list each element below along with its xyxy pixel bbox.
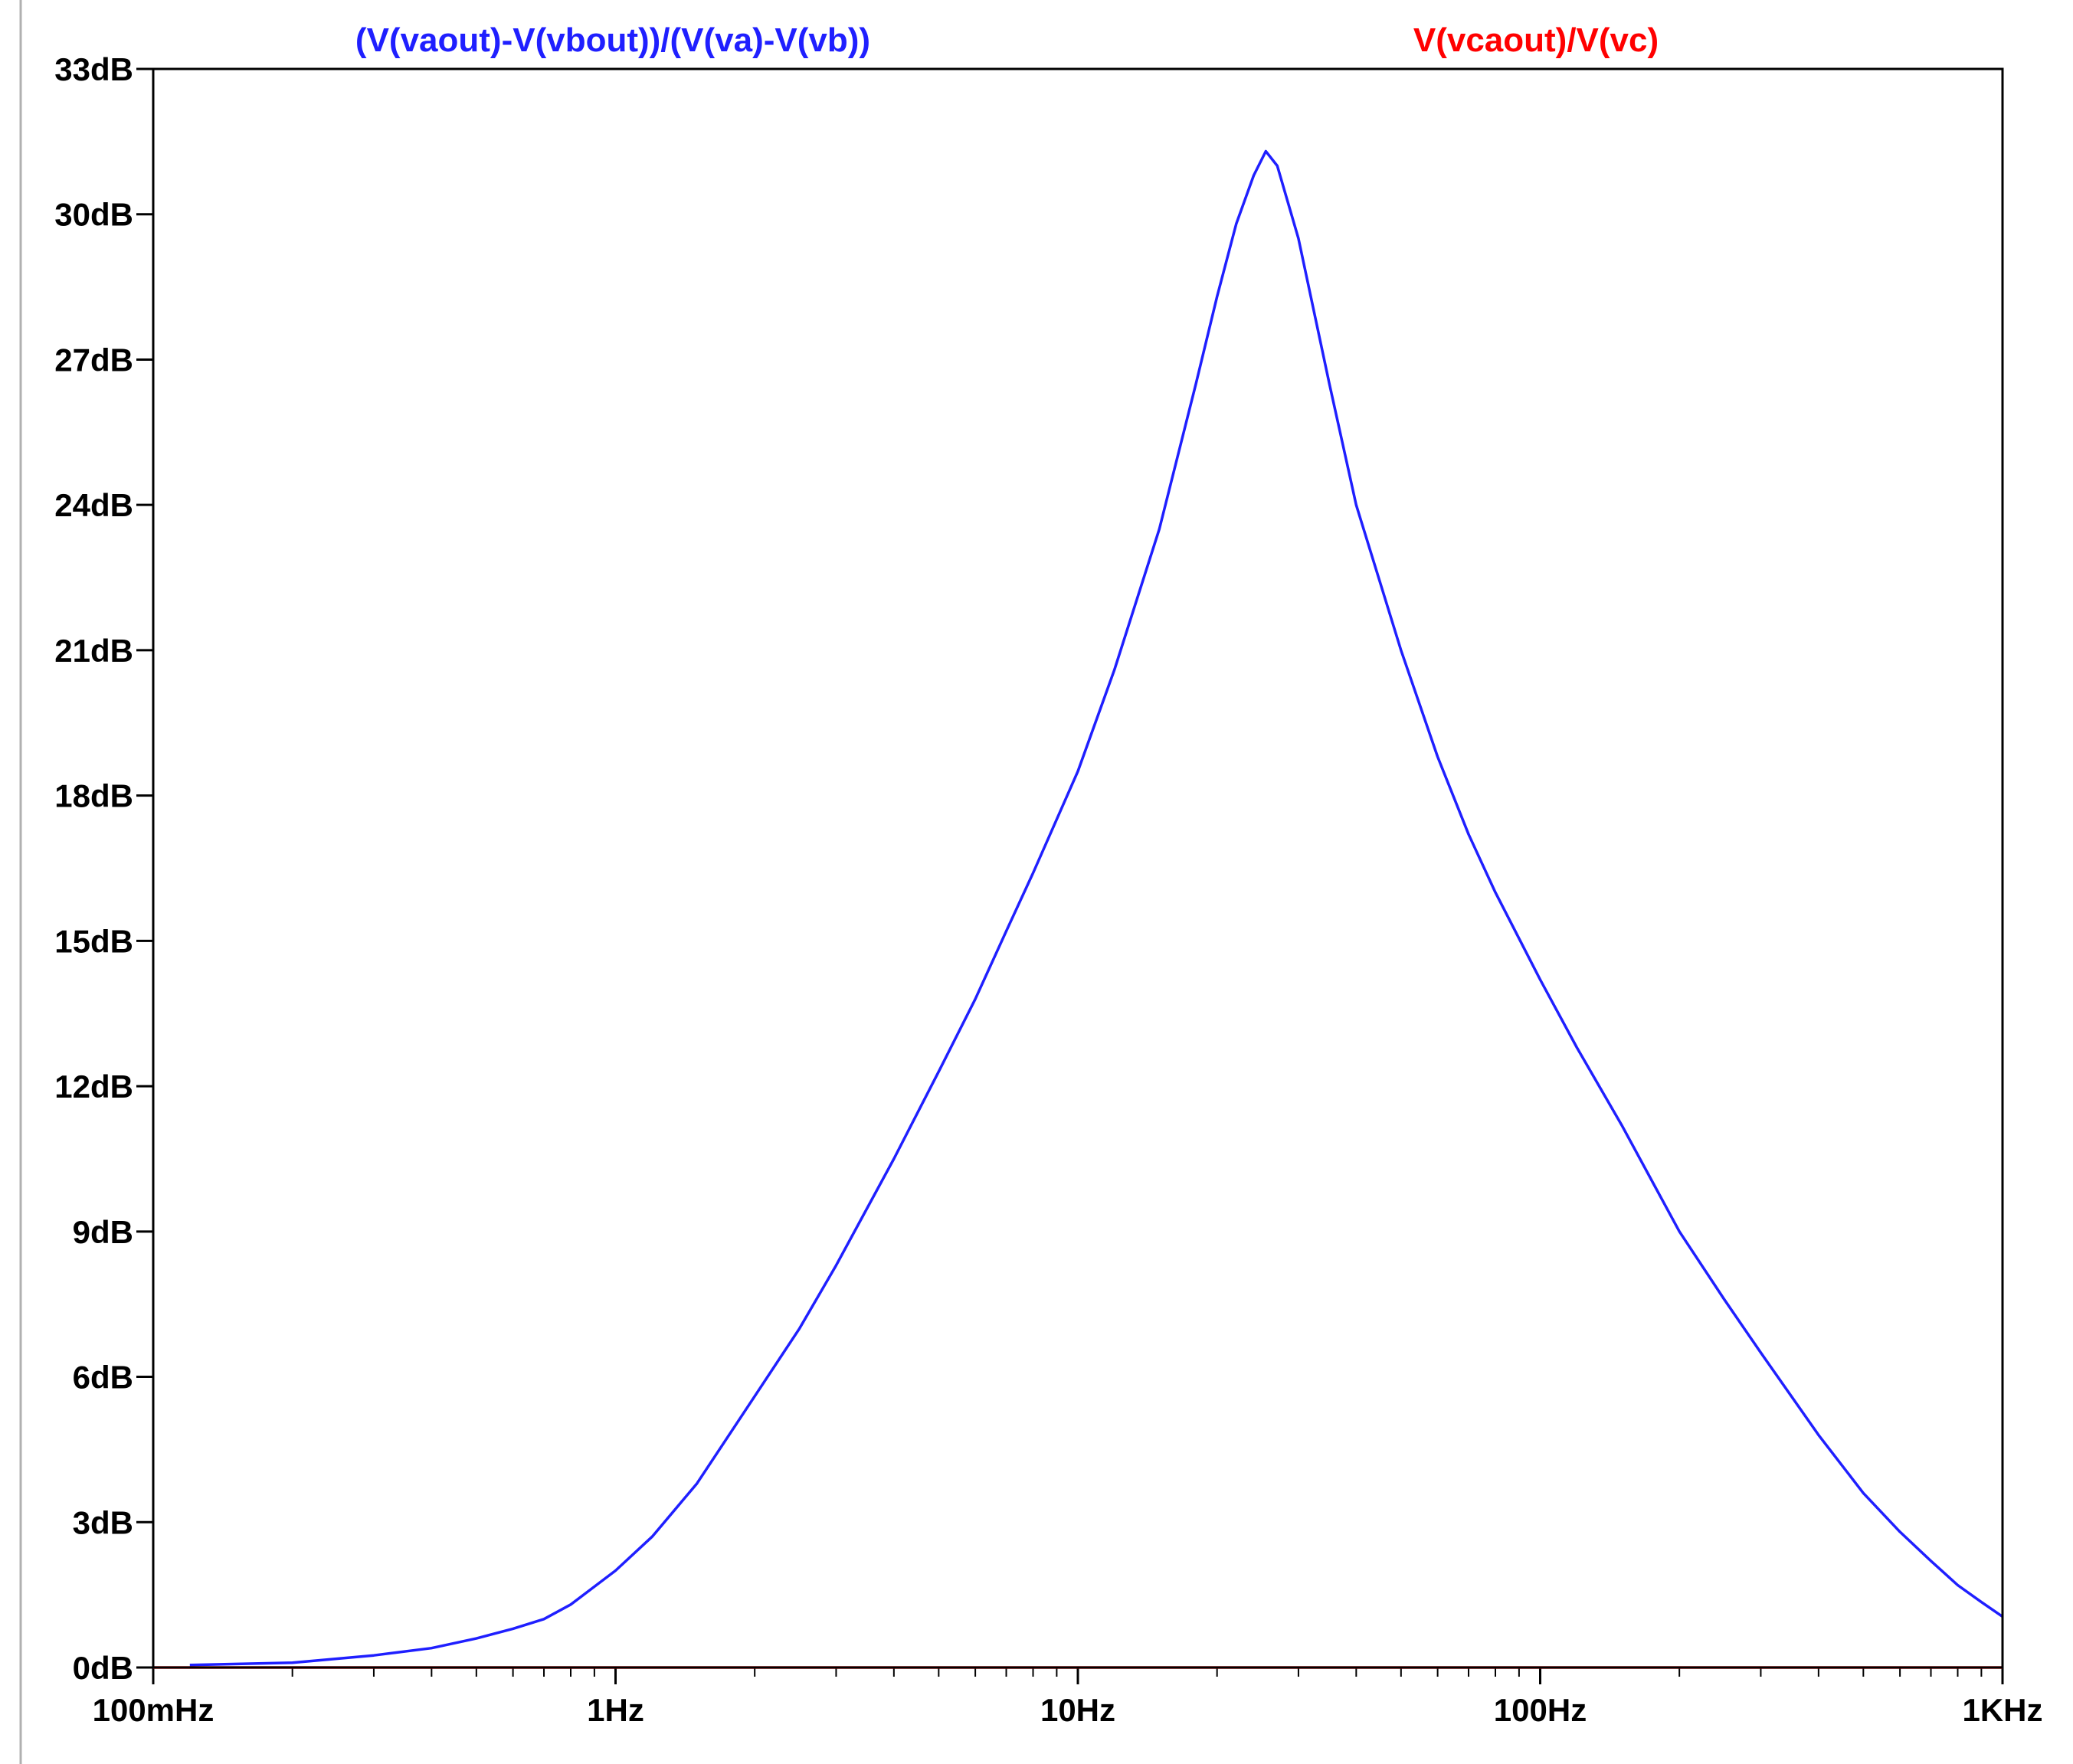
series-title-common-mode-gain: V(vcaout)/V(vc) (1413, 21, 1659, 59)
x-tick-label: 100mHz (93, 1692, 215, 1728)
y-tick-label: 15dB (54, 923, 133, 959)
y-tick-label: 18dB (54, 778, 133, 814)
y-tick-label: 33dB (54, 51, 133, 87)
x-axis-tick-labels: 100mHz 1Hz 10Hz 100Hz 1KHz (93, 1692, 2043, 1728)
y-tick-label: 24dB (54, 487, 133, 523)
y-axis-tick-labels: 0dB 3dB 6dB 9dB 12dB 15dB 18dB 21dB 24dB 27dB 30dB… (54, 51, 133, 1686)
x-tick-label: 10Hz (1040, 1692, 1115, 1728)
y-tick-label: 27dB (54, 342, 133, 378)
plot-frame (152, 67, 2004, 1669)
x-tick-label: 1Hz (587, 1692, 644, 1728)
axis-major-ticks (136, 67, 2004, 1684)
y-tick-label: 30dB (54, 197, 133, 233)
x-minor-ticks (291, 1667, 1983, 1677)
y-tick-label: 3dB (73, 1504, 133, 1540)
series-line-differential-gain (189, 149, 2003, 1667)
y-tick-label: 12dB (54, 1069, 133, 1105)
x-tick-label: 1KHz (1962, 1692, 2042, 1728)
y-tick-label: 21dB (54, 633, 133, 669)
x-tick-label: 100Hz (1494, 1692, 1587, 1728)
series-title-differential-gain: (V(vaout)-V(vbout))/(V(va)-V(vb)) (355, 21, 870, 59)
y-tick-label: 9dB (73, 1214, 133, 1250)
y-tick-label: 0dB (73, 1650, 133, 1686)
y-tick-label: 6dB (73, 1360, 133, 1396)
